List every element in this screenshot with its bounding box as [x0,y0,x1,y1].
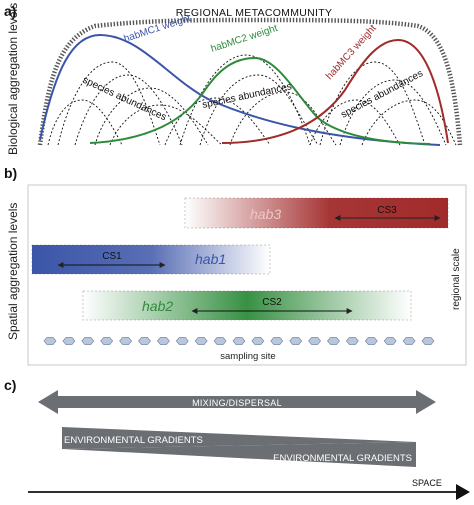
hab2-weight-label: habMC2 weight [210,23,280,55]
panel-b-axis-label: Spatial aggregation levels [6,203,20,340]
space-label: SPACE [412,478,442,488]
sampling-site [213,337,227,345]
species-curve [74,74,183,146]
sampling-site-label: sampling site [220,351,275,362]
sampling-site [119,337,132,345]
sampling-sites [43,337,435,345]
hab2-band [83,291,411,320]
env-gradient-wedge-right [62,442,416,467]
sampling-site [364,337,378,345]
species-curve [47,99,123,146]
env-gradient-wedge-left [62,427,416,449]
panel-a-axis-label: Biological aggregation levels [6,3,20,155]
mixing-dispersal-arrow [38,390,436,414]
sampling-site [175,337,189,345]
sampling-site [251,337,265,345]
cs1-label: CS1 [102,251,122,262]
sampling-site [62,337,76,345]
species-curve [94,87,209,146]
hab3-weight-curve [221,38,449,144]
sampling-site [43,337,57,345]
hab3-band [185,198,448,228]
species-abundances-label-1: species abundances [81,75,168,124]
sampling-site [100,337,114,345]
panel-c-label: c) [4,377,16,393]
metacommunity-envelope [37,17,463,146]
env-gradient-label-right: ENVIRONMENTAL GRADIENTS [273,453,412,464]
species-curve [309,99,401,146]
species-curve [229,91,337,146]
hab2-weight-curve [89,56,431,145]
sampling-site [421,337,435,345]
species-curve [199,74,319,146]
hab3-weight-label: habMC3 weight [324,23,379,82]
species-abundances-label-3: species abundances [339,68,425,121]
env-gradient-label-left: ENVIRONMENTAL GRADIENTS [64,435,203,446]
panel-a-label: a) [4,3,16,19]
species-curve [57,61,161,146]
hab1-weight-label: habMC1 weight [123,13,193,45]
metacommunity-title: REGIONAL METACOMMUNITY [176,7,333,19]
mixing-dispersal-label: MIXING/DISPERSAL [192,398,282,408]
regional-scale-label: regional scale [451,248,462,310]
hab1-label: hab1 [195,251,226,267]
hab2-label: hab2 [142,298,173,314]
sampling-site [270,337,284,345]
sampling-site [232,337,246,345]
panel-b-label: b) [4,165,17,181]
sampling-site [157,337,170,345]
species-curve [339,79,447,146]
species-curves [47,54,457,146]
species-curve [319,61,426,146]
cs3-label: CS3 [377,205,397,216]
sampling-site [308,337,321,345]
sampling-site [383,337,397,345]
hab3-label: hab3 [250,206,281,222]
sampling-site [327,337,340,345]
species-abundances-label-2: species abundances [201,81,292,111]
sampling-site [194,337,208,345]
species-curve [109,104,223,146]
hab1-band [32,245,270,274]
cs2-label: CS2 [262,297,282,308]
sampling-site [289,337,303,345]
species-curve [361,99,457,146]
hab1-weight-curve [39,33,441,146]
space-axis-arrowhead [456,484,470,500]
sampling-site [346,337,359,345]
sampling-site [81,337,95,345]
species-curve [164,97,271,146]
sampling-site [402,337,416,345]
sampling-site [138,337,151,345]
